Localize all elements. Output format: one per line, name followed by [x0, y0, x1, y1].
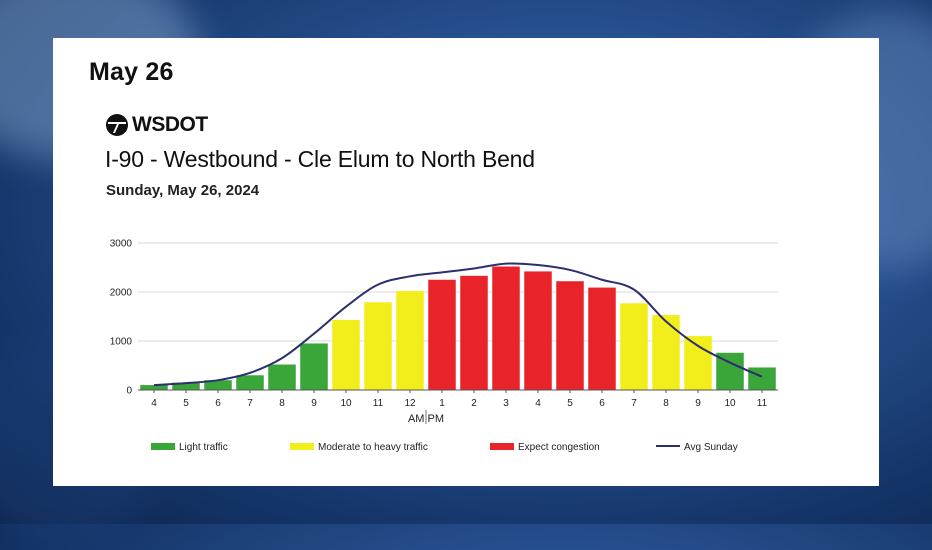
y-tick-label: 2000 [110, 288, 133, 299]
legend-swatch-light [151, 443, 175, 450]
y-tick-label: 1000 [110, 337, 133, 348]
legend-swatch-congestion [490, 443, 514, 450]
chart-card: May 26 WSDOT I-90 - Westbound - Cle Elum… [53, 38, 879, 486]
bar-11 [460, 275, 488, 390]
wsdot-logo-icon [106, 114, 128, 136]
x-tick-label: 9 [695, 398, 701, 409]
x-tick-label: 10 [340, 398, 352, 409]
x-tick-label: 2 [471, 398, 477, 409]
x-tick-label: 6 [215, 398, 221, 409]
wsdot-logo: WSDOT [105, 113, 208, 137]
bar-1 [140, 385, 168, 390]
x-tick-label: 3 [503, 398, 509, 409]
bar-4 [236, 375, 264, 390]
am-pm-label: AM PM [408, 413, 444, 425]
x-tick-label: 10 [724, 398, 736, 409]
x-tick-label: 1 [439, 398, 445, 409]
bar-20 [748, 367, 776, 390]
y-tick-label: 3000 [110, 239, 133, 250]
x-tick-label: 5 [567, 398, 573, 409]
legend-swatch-moderate [290, 443, 314, 450]
x-tick-label: 8 [279, 398, 285, 409]
bar-2 [172, 382, 200, 390]
bar-18 [684, 336, 712, 390]
legend-label-light: Light traffic [179, 442, 228, 453]
x-tick-label: 7 [247, 398, 253, 409]
bar-15 [588, 287, 616, 390]
bar-6 [300, 343, 328, 390]
bar-14 [556, 281, 584, 390]
x-tick-label: 9 [311, 398, 317, 409]
bar-8 [364, 302, 392, 390]
y-tick-label: 0 [126, 386, 132, 397]
chart-subtitle: Sunday, May 26, 2024 [106, 182, 260, 199]
x-tick-label: 6 [599, 398, 605, 409]
bar-5 [268, 364, 296, 390]
x-tick-label: 11 [373, 398, 384, 409]
chart-title: I-90 - Westbound - Cle Elum to North Ben… [105, 146, 535, 172]
avg-sunday-line [153, 262, 763, 387]
bar-12 [492, 266, 520, 390]
bar-17 [652, 315, 680, 390]
legend-label-congestion: Expect congestion [518, 442, 600, 453]
bar-13 [524, 271, 552, 390]
bar-9 [396, 291, 424, 390]
logo-text: WSDOT [132, 113, 208, 136]
x-tick-label: 5 [183, 398, 189, 409]
x-tick-label: 7 [631, 398, 637, 409]
x-tick-label: 8 [663, 398, 669, 409]
x-tick-label: 12 [404, 398, 416, 409]
legend-label-moderate: Moderate to heavy traffic [318, 442, 428, 453]
x-tick-label: 4 [535, 398, 541, 409]
bar-3 [204, 380, 232, 390]
x-tick-label: 4 [151, 398, 157, 409]
date-label: May 26 [89, 58, 174, 86]
bar-7 [332, 319, 360, 390]
legend-label-avg: Avg Sunday [684, 442, 738, 453]
bar-10 [428, 279, 456, 390]
x-tick-label: 11 [757, 398, 768, 409]
bar-16 [620, 303, 648, 390]
